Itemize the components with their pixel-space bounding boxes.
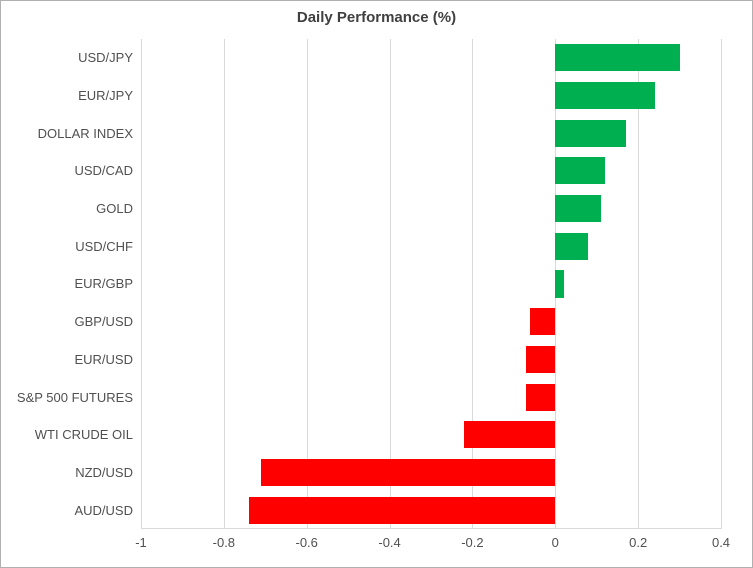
bar (555, 44, 679, 71)
y-category-label: S&P 500 FUTURES (1, 384, 133, 411)
x-tick-label: 0 (552, 535, 559, 550)
bar-row (141, 157, 721, 184)
y-category-label: USD/JPY (1, 44, 133, 71)
y-category-label: USD/CHF (1, 233, 133, 260)
bar-row (141, 233, 721, 260)
x-tick-label: 0.4 (712, 535, 730, 550)
bar-row (141, 270, 721, 297)
bar (464, 421, 555, 448)
bar (555, 270, 563, 297)
bar-row (141, 195, 721, 222)
y-category-label: GOLD (1, 195, 133, 222)
bar (526, 384, 555, 411)
bar (526, 346, 555, 373)
x-axis-line (141, 528, 721, 529)
chart-title: Daily Performance (%) (1, 9, 752, 26)
y-category-label: DOLLAR INDEX (1, 120, 133, 147)
bar (555, 195, 601, 222)
bar (249, 497, 556, 524)
bar-row (141, 44, 721, 71)
bar-row (141, 308, 721, 335)
y-category-label: AUD/USD (1, 497, 133, 524)
x-tick-label: 0.2 (629, 535, 647, 550)
bar-row (141, 82, 721, 109)
plot-area (141, 39, 721, 529)
bar-row (141, 120, 721, 147)
bar (555, 157, 605, 184)
bar (555, 82, 654, 109)
bar-row (141, 346, 721, 373)
bar-row (141, 459, 721, 486)
bar-row (141, 421, 721, 448)
x-tick-label: -1 (135, 535, 147, 550)
y-category-label: GBP/USD (1, 308, 133, 335)
y-category-label: EUR/USD (1, 346, 133, 373)
chart-container: Daily Performance (%) -1 -0.8 -0.6 -0.4 -0.2… (0, 0, 753, 568)
y-category-label: EUR/GBP (1, 270, 133, 297)
x-tick-label: -0.4 (378, 535, 400, 550)
bar-row (141, 384, 721, 411)
y-category-label: NZD/USD (1, 459, 133, 486)
bar (530, 308, 555, 335)
bar (555, 233, 588, 260)
y-category-label: EUR/JPY (1, 82, 133, 109)
x-tick-label: -0.8 (213, 535, 235, 550)
y-category-label: USD/CAD (1, 157, 133, 184)
bar (555, 120, 625, 147)
y-category-label: WTI CRUDE OIL (1, 421, 133, 448)
x-tick-label: -0.6 (296, 535, 318, 550)
bar (261, 459, 555, 486)
x-tick-label: -0.2 (461, 535, 483, 550)
gridline (721, 39, 722, 529)
bar-row (141, 497, 721, 524)
